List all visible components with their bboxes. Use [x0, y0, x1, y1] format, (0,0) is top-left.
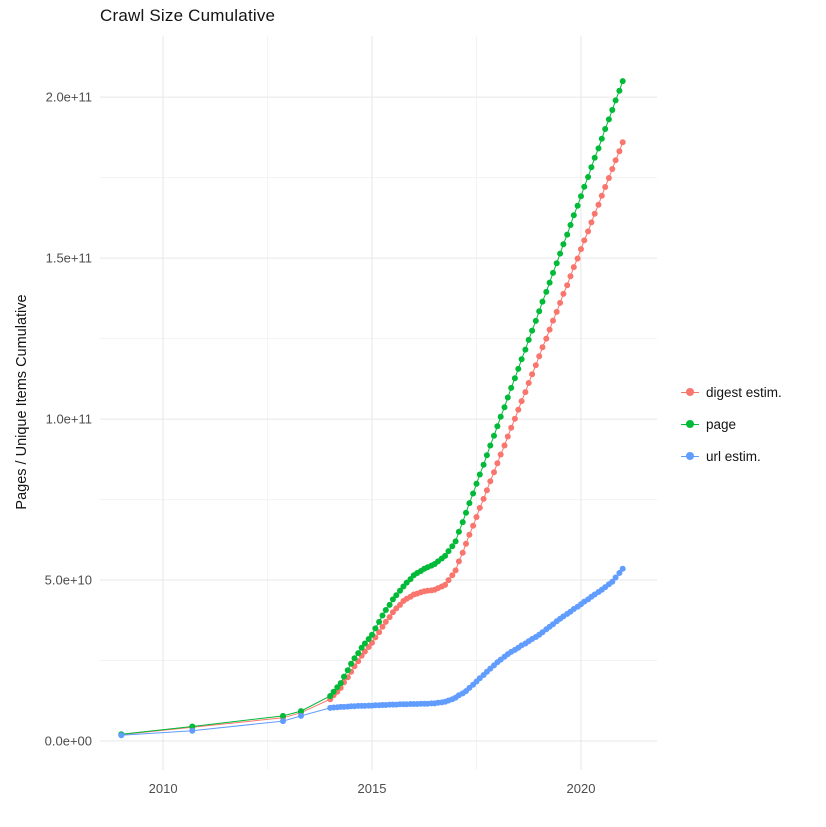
- x-tick-label: 2020: [567, 781, 596, 796]
- y-tick-label: 0.0e+00: [45, 734, 92, 749]
- legend-dot-icon: [686, 388, 694, 396]
- legend-dot-icon: [686, 420, 694, 428]
- grid-major: [100, 36, 657, 770]
- legend-item-page: page: [681, 408, 782, 440]
- y-tick-label: 2.0e+11: [46, 90, 92, 105]
- x-tick-label: 2015: [358, 781, 387, 796]
- legend-label-url-estim: url estim.: [706, 448, 761, 464]
- y-tick-labels: 0.0e+00 5.0e+10 1.0e+11 1.5e+11 2.0e+11: [45, 90, 92, 749]
- y-tick-label: 1.5e+11: [46, 251, 92, 266]
- legend-dot-icon: [686, 452, 694, 460]
- legend-key-dot: [681, 383, 699, 401]
- y-tick-label: 5.0e+10: [45, 573, 92, 588]
- legend-item-digest-estim: digest estim.: [681, 376, 782, 408]
- x-tick-label: 2010: [149, 781, 178, 796]
- legend-key-dot: [681, 447, 699, 465]
- y-tick-label: 1.0e+11: [46, 412, 92, 427]
- chart-title: Crawl Size Cumulative: [100, 6, 276, 25]
- legend-key-dot: [681, 415, 699, 433]
- x-tick-labels: 2010 2015 2020: [149, 781, 596, 796]
- legend-item-url-estim: url estim.: [681, 440, 782, 472]
- y-axis-title: Pages / Unique Items Cumulative: [14, 294, 30, 510]
- legend: digest estim. page url estim.: [681, 376, 782, 472]
- grid-minor: [100, 36, 657, 770]
- legend-label-page: page: [706, 416, 737, 432]
- legend-label-digest-estim: digest estim.: [706, 384, 782, 400]
- series-url-estim: [118, 565, 626, 739]
